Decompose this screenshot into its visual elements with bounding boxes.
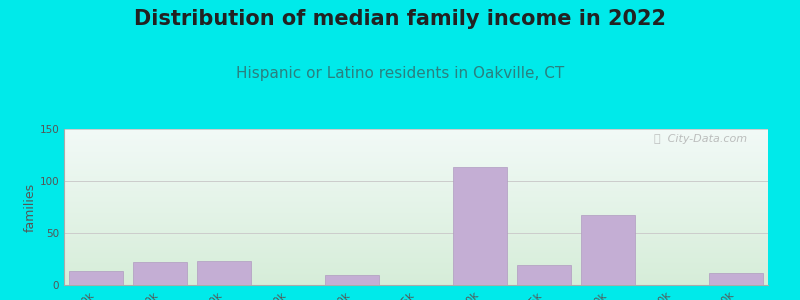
Bar (197, 261, 251, 285)
Bar (69, 272, 123, 285)
Text: ⓘ  City-Data.com: ⓘ City-Data.com (654, 134, 747, 144)
Text: Distribution of median family income in 2022: Distribution of median family income in … (134, 9, 666, 29)
Text: Hispanic or Latino residents in Oakville, CT: Hispanic or Latino residents in Oakville… (236, 66, 564, 81)
Bar (517, 265, 571, 285)
Bar (709, 272, 763, 285)
Bar (133, 262, 187, 285)
Bar (453, 167, 507, 285)
Bar (325, 274, 379, 285)
Y-axis label: families: families (24, 182, 37, 232)
Bar (581, 215, 635, 285)
